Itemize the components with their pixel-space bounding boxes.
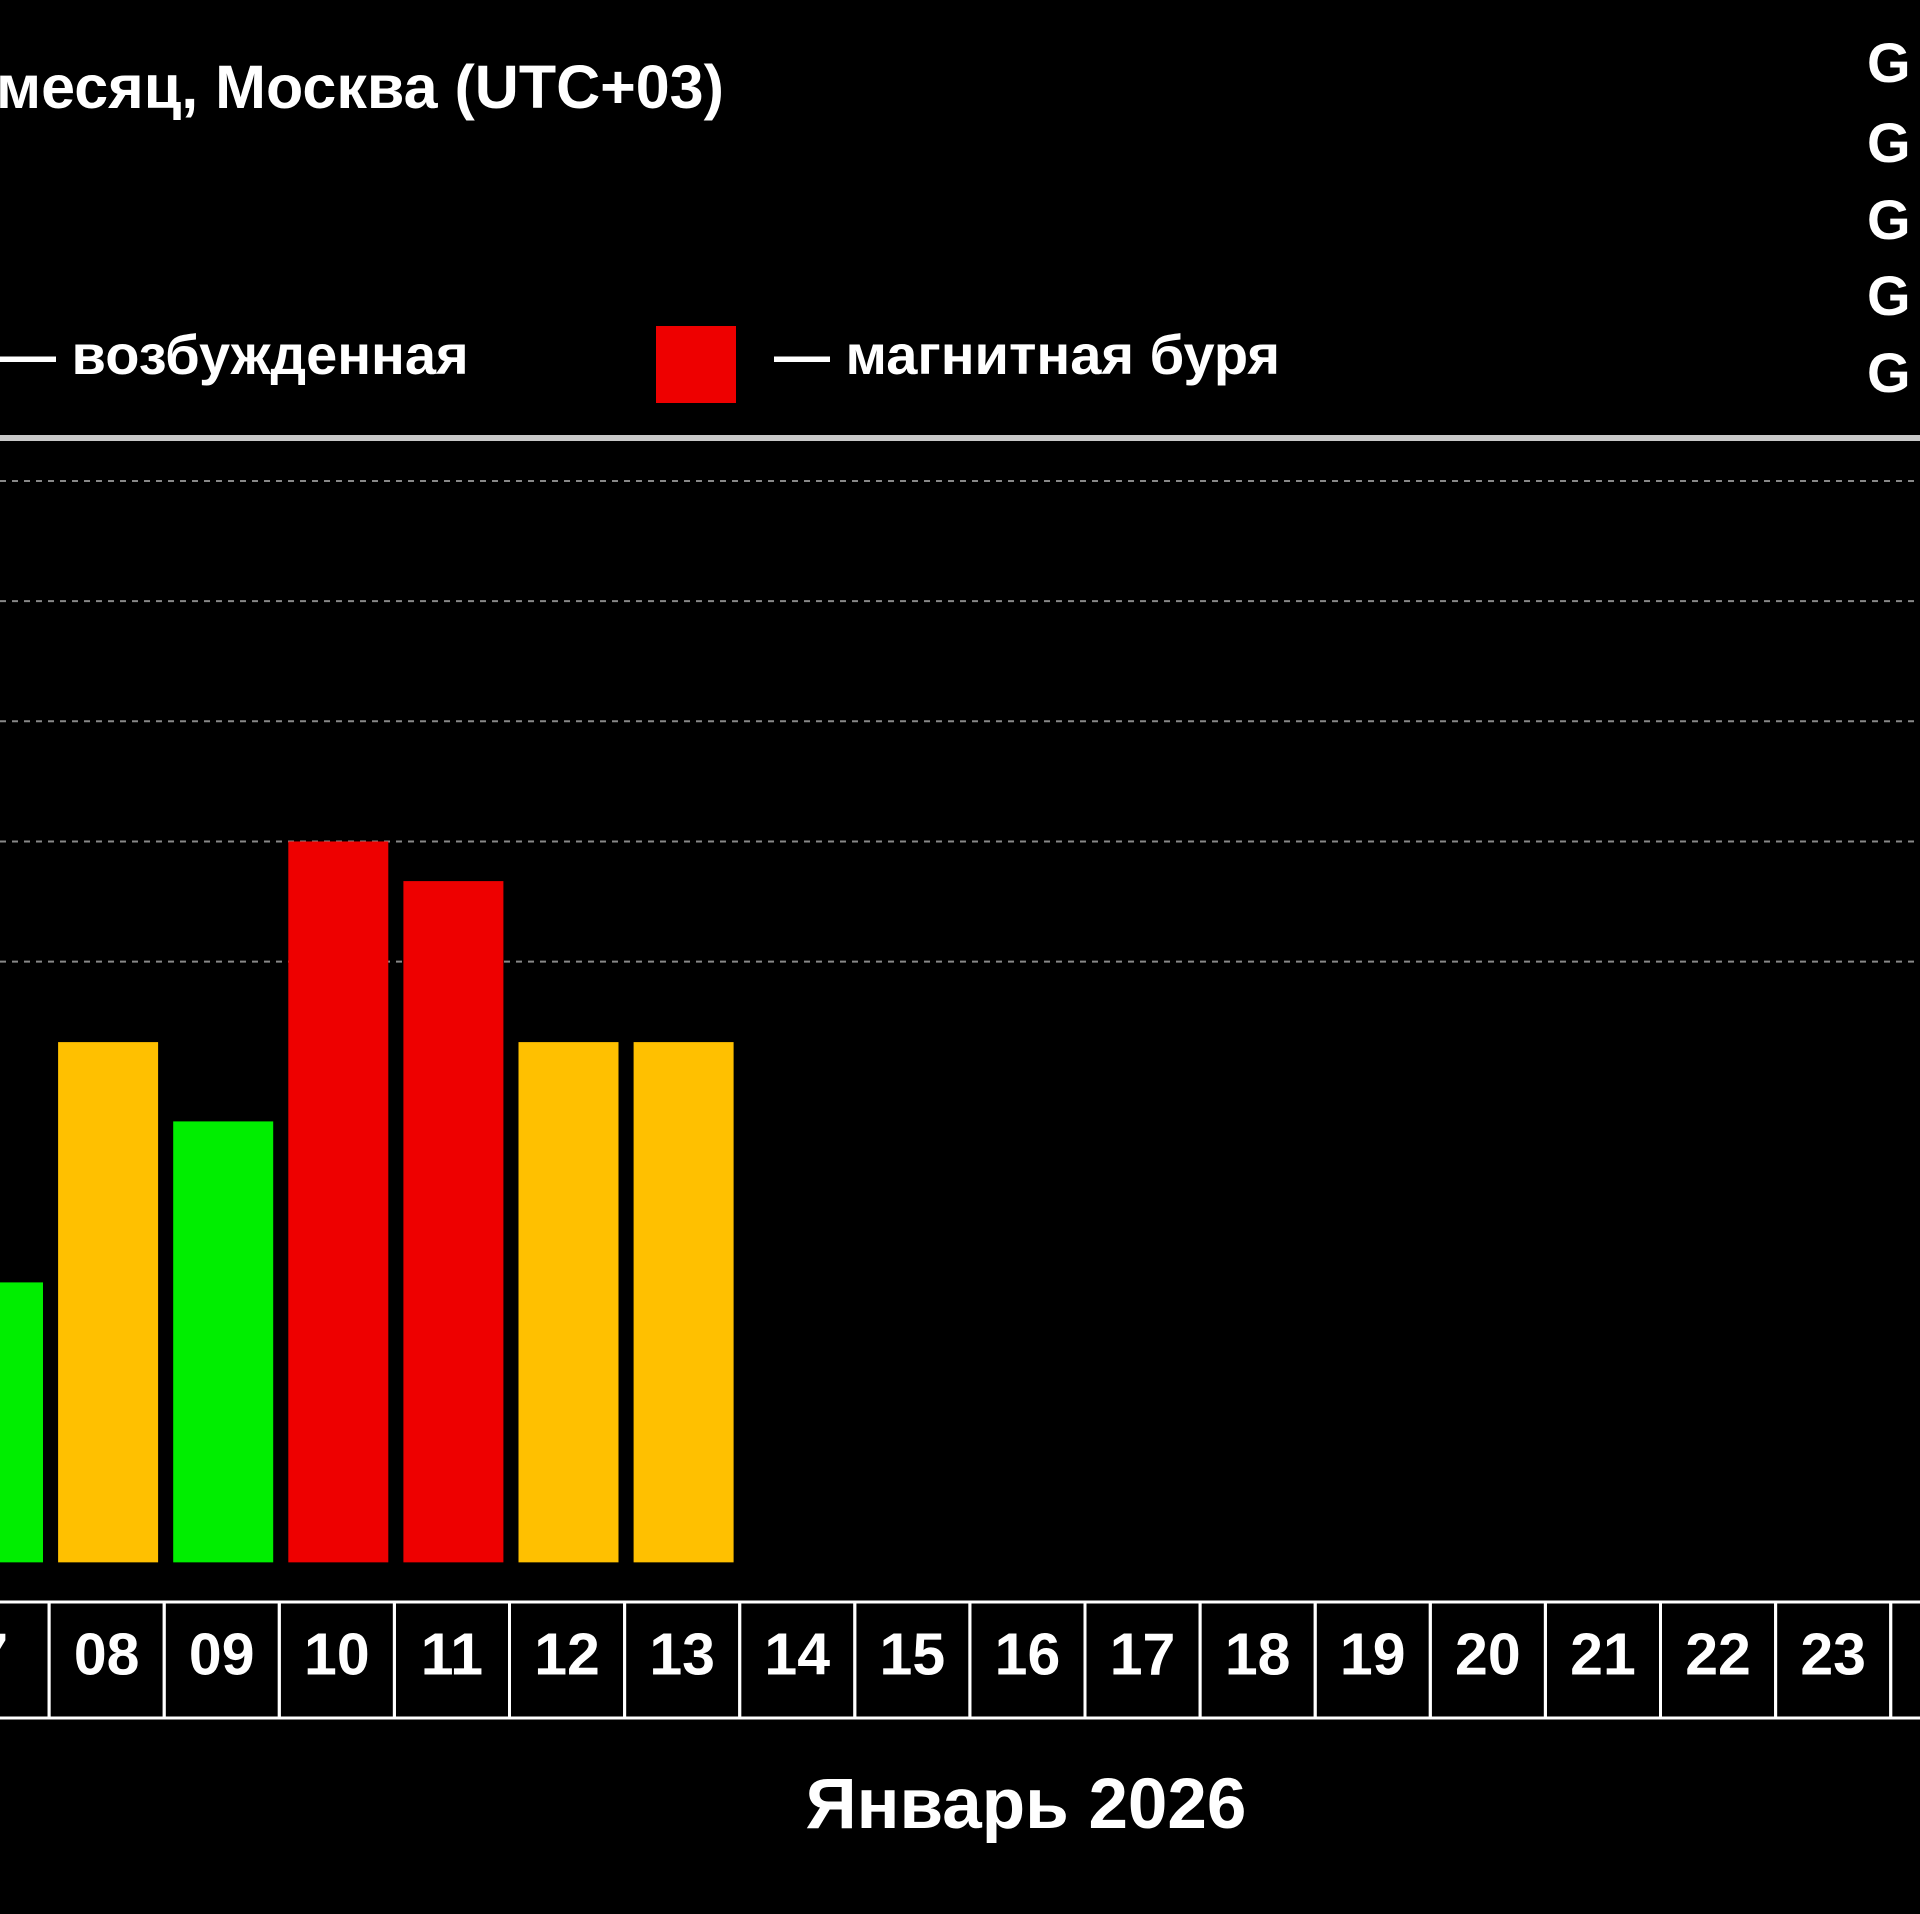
bar xyxy=(633,1042,734,1563)
x-tick-label: 16 xyxy=(995,1622,1061,1688)
bar xyxy=(403,881,504,1563)
x-tick-label: 09 xyxy=(189,1622,255,1688)
x-tick-label: 08 xyxy=(74,1622,140,1688)
bar xyxy=(173,1121,274,1563)
x-tick-label: 23 xyxy=(1800,1622,1866,1688)
side-label: G xyxy=(1867,264,1911,327)
x-tick-label: 18 xyxy=(1225,1622,1291,1688)
x-tick-label: 12 xyxy=(534,1622,600,1688)
x-tick-label: 13 xyxy=(649,1622,715,1688)
legend-label: — магнитная буря xyxy=(774,323,1280,386)
side-label: G xyxy=(1867,111,1911,174)
bar xyxy=(288,841,389,1563)
x-tick-label: 22 xyxy=(1685,1622,1751,1688)
x-tick-label: 7 xyxy=(0,1622,8,1688)
side-label: G xyxy=(1867,31,1911,94)
bar xyxy=(518,1042,619,1563)
legend-label: — возбужденная xyxy=(0,323,469,386)
x-tick-label: 20 xyxy=(1455,1622,1521,1688)
bar xyxy=(0,1282,43,1563)
x-tick-label: 14 xyxy=(764,1622,830,1688)
side-label: G xyxy=(1867,188,1911,251)
bar xyxy=(58,1042,159,1563)
x-tick-label: 10 xyxy=(304,1622,370,1688)
side-label: G xyxy=(1867,341,1911,404)
x-tick-label: 19 xyxy=(1340,1622,1406,1688)
x-cell xyxy=(1889,1600,1920,1720)
x-tick-label: 17 xyxy=(1110,1622,1176,1688)
x-tick-label: 11 xyxy=(421,1622,483,1688)
x-tick-label: 15 xyxy=(880,1622,946,1688)
legend-swatch xyxy=(656,326,736,403)
x-tick-label: 21 xyxy=(1570,1622,1636,1688)
chart-title: месяц, Москва (UTC+03) xyxy=(0,53,724,121)
x-axis-label: Январь 2026 xyxy=(806,1765,1247,1844)
